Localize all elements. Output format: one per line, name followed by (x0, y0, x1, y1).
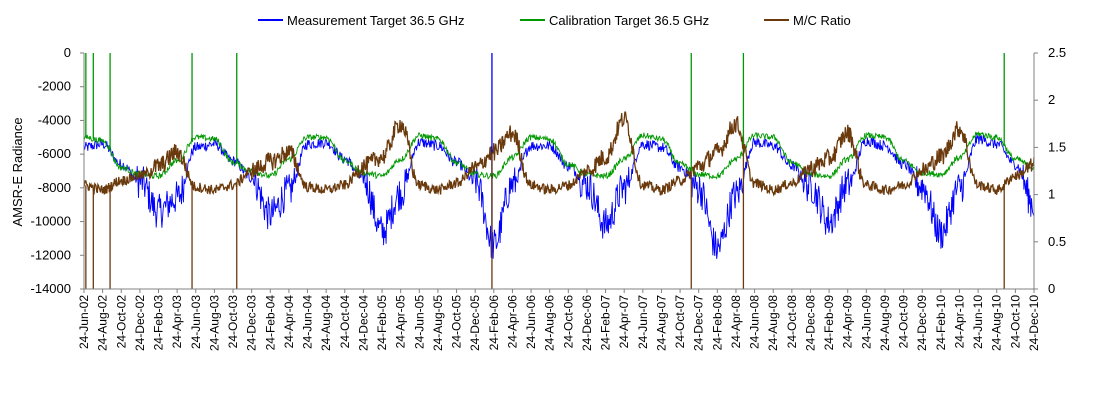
x-tick-label: 24-Feb-06 (487, 295, 501, 351)
series-line-1 (83, 133, 1035, 259)
series-line-3 (83, 111, 1035, 197)
x-tick-label: 24-Oct-06 (561, 295, 575, 349)
legend: Measurement Target 36.5 GHz Calibration T… (258, 13, 851, 28)
x-tick-label: 24-Feb-10 (934, 295, 948, 351)
x-tick-label: 24-Aug-04 (319, 295, 333, 351)
x-tick-label: 24-Feb-07 (599, 295, 613, 351)
y-tick-label: -12000 (31, 247, 71, 262)
x-tick-label: 24-Oct-08 (785, 295, 799, 349)
x-tick-label: 24-Jun-08 (748, 295, 762, 349)
y2-tick-label: 2 (1048, 92, 1055, 107)
x-tick-label: 24-Aug-09 (878, 295, 892, 351)
x-tick-label: 24-Oct-07 (673, 295, 687, 349)
x-tick-label: 24-Oct-02 (114, 295, 128, 349)
x-tick-label: 24-Feb-08 (710, 295, 724, 351)
x-tick-label: 24-Dec-07 (692, 295, 706, 351)
x-tick-label: 24-Apr-08 (729, 295, 743, 349)
x-tick-label: 24-Jun-06 (524, 295, 538, 349)
y-axis-title: AMSR-E Radiance (10, 117, 25, 226)
x-tick-label: 24-Dec-04 (356, 295, 370, 351)
y2-tick-label: 2.5 (1048, 45, 1066, 60)
x-tick-label: 24-Feb-04 (263, 295, 277, 351)
axes: 0 -2000 -4000 -6000 -8000 -10000 -12000 -14000 2… (31, 45, 1067, 351)
y-tick-label: -2000 (38, 79, 71, 94)
x-tick-label: 24-Apr-04 (282, 295, 296, 349)
x-tick-label: 24-Apr-05 (394, 295, 408, 349)
y2-tick-label: 1 (1048, 187, 1055, 202)
x-tick-label: 24-Jun-09 (859, 295, 873, 349)
x-tick-label: 24-Dec-09 (915, 295, 929, 351)
x-tick-label: 24-Feb-03 (152, 295, 166, 351)
x-tick-label: 24-Oct-03 (226, 295, 240, 349)
x-tick-label: 24-Aug-05 (431, 295, 445, 351)
x-tick-label: 24-Feb-09 (822, 295, 836, 351)
legend-label-3: M/C Ratio (793, 13, 851, 28)
x-tick-label: 24-Oct-09 (897, 295, 911, 349)
x-tick-label: 24-Apr-07 (617, 295, 631, 349)
y-tick-label: -10000 (31, 214, 71, 229)
x-tick-label: 24-Jun-05 (412, 295, 426, 349)
x-tick-label: 24-Apr-10 (952, 295, 966, 349)
x-tick-label: 24-Aug-07 (654, 295, 668, 351)
x-tick-label: 24-Jun-02 (77, 295, 91, 349)
x-tick-label: 24-Feb-05 (375, 295, 389, 351)
x-tick-label: 24-Aug-03 (207, 295, 221, 351)
x-tick-label: 24-Oct-04 (338, 295, 352, 349)
x-tick-label: 24-Aug-08 (766, 295, 780, 351)
y2-tick-label: 0 (1048, 281, 1055, 296)
y2-tick-label: 1.5 (1048, 139, 1066, 154)
legend-label-1: Measurement Target 36.5 GHz (287, 13, 465, 28)
x-tick-label: 24-Aug-10 (990, 295, 1004, 351)
x-tick-label: 24-Oct-10 (1008, 295, 1022, 349)
x-tick-label: 24-Jun-03 (189, 295, 203, 349)
x-tick-label: 24-Dec-03 (245, 295, 259, 351)
x-tick-label: 24-Aug-02 (96, 295, 110, 351)
x-tick-label: 24-Dec-05 (468, 295, 482, 351)
x-tick-label: 24-Jun-07 (636, 295, 650, 349)
x-tick-label: 24-Dec-08 (803, 295, 817, 351)
x-tick-label: 24-Apr-03 (170, 295, 184, 349)
y-tick-label: -14000 (31, 281, 71, 296)
x-tick-label: 24-Dec-02 (133, 295, 147, 351)
series-line-2 (83, 130, 1035, 180)
x-tick-label: 24-Oct-05 (450, 295, 464, 349)
x-tick-label: 24-Apr-09 (841, 295, 855, 349)
y-tick-label: 0 (64, 45, 71, 60)
x-tick-label: 24-Jun-04 (301, 295, 315, 349)
legend-label-2: Calibration Target 36.5 GHz (549, 13, 709, 28)
y-tick-label: -6000 (38, 146, 71, 161)
y-tick-label: -8000 (38, 180, 71, 195)
plot-area (83, 53, 1035, 289)
x-tick-label: 24-Dec-06 (580, 295, 594, 351)
x-tick-label: 24-Dec-10 (1027, 295, 1041, 351)
x-tick-label: 24-Jun-10 (971, 295, 985, 349)
x-tick-label: 24-Apr-06 (505, 295, 519, 349)
y2-tick-label: 0.5 (1048, 234, 1066, 249)
y-tick-label: -4000 (38, 112, 71, 127)
x-tick-label: 24-Aug-06 (543, 295, 557, 351)
